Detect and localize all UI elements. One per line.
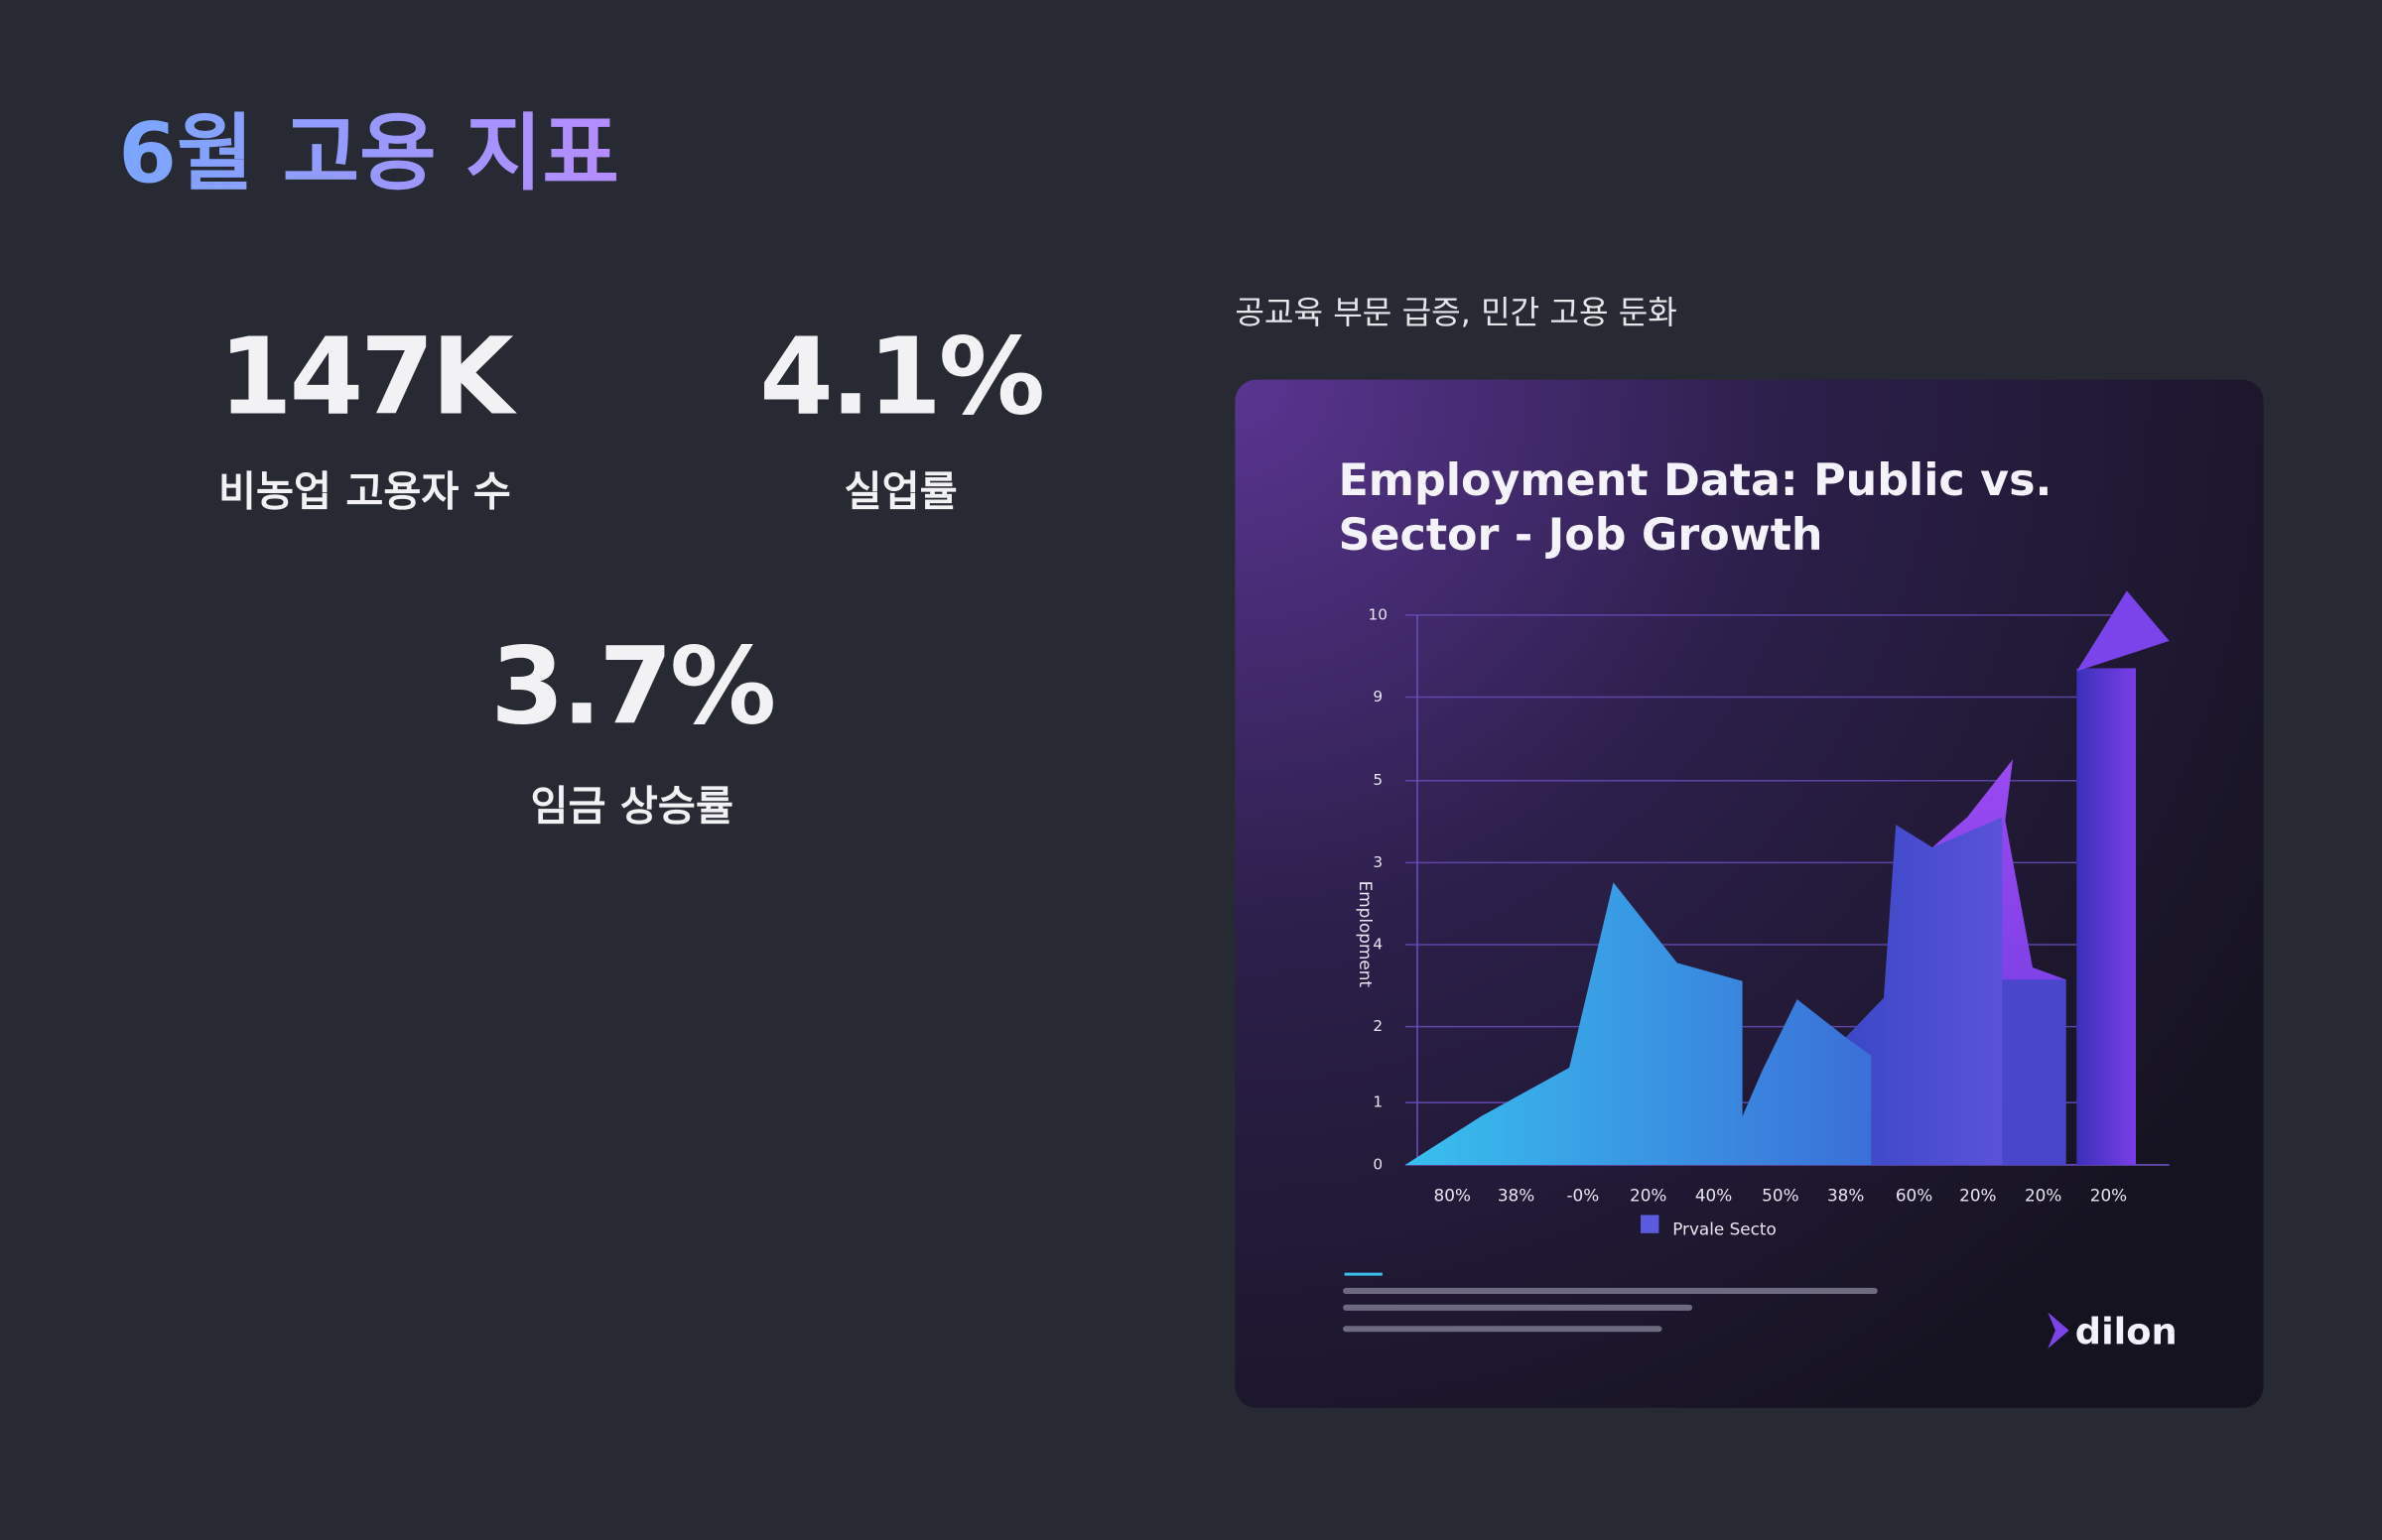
x-tick-label: -0% — [1566, 1186, 1599, 1206]
area — [1404, 882, 1872, 1165]
x-tick-label: 20% — [1630, 1186, 1666, 1206]
x-tick-label: 38% — [1498, 1186, 1534, 1206]
x-labels: 80% 38% -0% 20% 40% 50% 38% 60% 20% 20% 20% — [1434, 1186, 2128, 1206]
x-tick-label: 20% — [2025, 1186, 2061, 1206]
x-tick-label: 60% — [1896, 1186, 1932, 1206]
y-tick-label: 3 — [1373, 853, 1383, 871]
arrow — [2076, 590, 2170, 672]
panel-caption: 공교육 부문 급증, 민간 고용 둔화 — [1235, 294, 1677, 331]
kpi-label: 비농업 고용자 수 — [218, 468, 511, 516]
y-tick-label: 4 — [1373, 936, 1383, 954]
kpi-label: 임금 상승률 — [531, 783, 733, 831]
x-tick-label: 50% — [1762, 1186, 1798, 1206]
kpi-value: 147K — [218, 316, 517, 439]
y-tick-label: 2 — [1373, 1017, 1383, 1035]
x-tick-label: 20% — [2090, 1186, 2127, 1206]
chart-title: Sector - Job Growth — [1338, 510, 1822, 561]
x-tick-label: 38% — [1827, 1186, 1864, 1206]
fine-print — [1343, 1287, 1878, 1333]
x-tick-label: 80% — [1434, 1186, 1471, 1206]
page-title: 6월 고용 지표 — [118, 105, 618, 202]
x-tick-label: 20% — [1959, 1186, 1996, 1206]
chart-title: Employment Data: Public vs. — [1338, 455, 2051, 506]
kpi-value: 4.1% — [759, 316, 1042, 439]
area — [2002, 979, 2066, 1165]
legend-swatch — [1641, 1215, 1659, 1233]
brand: dilon — [2075, 1311, 2178, 1353]
y-tick-label: 0 — [1373, 1155, 1383, 1173]
y-axis-label: Emplopment — [1356, 881, 1376, 988]
y-tick-label: 9 — [1373, 688, 1383, 706]
y-tick-label: 5 — [1373, 771, 1383, 789]
brand-icon — [2048, 1312, 2069, 1349]
bar — [2076, 668, 2137, 1165]
kpi-value: 3.7% — [490, 626, 773, 749]
y-tick-label: 10 — [1369, 605, 1388, 623]
legend-label: Prvale Secto — [1672, 1219, 1777, 1238]
kpi-label: 실업률 — [845, 468, 958, 516]
y-tick-label: 1 — [1373, 1093, 1383, 1111]
x-tick-label: 40% — [1695, 1186, 1732, 1206]
area — [1845, 817, 2003, 1165]
